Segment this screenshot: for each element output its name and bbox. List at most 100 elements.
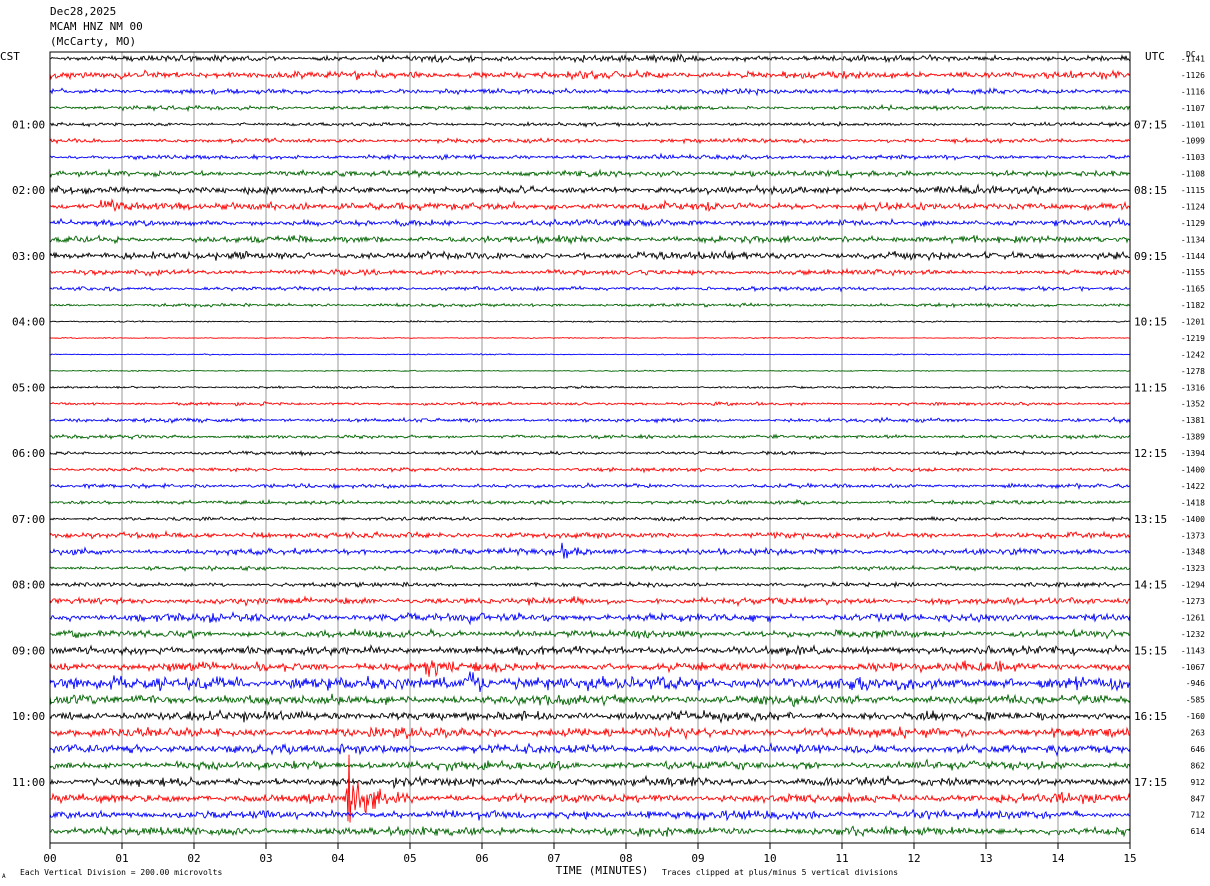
seismic-trace xyxy=(49,198,1131,213)
x-tick-label: 11 xyxy=(835,852,848,865)
date-label: Dec28,2025 xyxy=(50,5,117,18)
cst-hour-label: 08:00 xyxy=(12,579,45,592)
dc-offset-label: -1103 xyxy=(1181,153,1205,162)
dc-offset-label: -1155 xyxy=(1181,268,1205,277)
dc-offset-label: -1323 xyxy=(1181,564,1205,573)
x-tick-label: 03 xyxy=(259,852,272,865)
seismic-trace xyxy=(49,120,1131,128)
seismic-trace xyxy=(49,217,1131,228)
x-tick-label: 07 xyxy=(547,852,560,865)
x-tick-label: 10 xyxy=(763,852,776,865)
cst-axis: 01:00 02:00 03:00 04:00 05:00 06:00 07:00 08:00… xyxy=(12,118,45,789)
x-tick-label: 05 xyxy=(403,852,416,865)
dc-offset-label: -1381 xyxy=(1181,416,1205,425)
x-tick-label: 06 xyxy=(475,852,488,865)
dc-offset-label: -1143 xyxy=(1181,646,1205,655)
seismic-trace xyxy=(49,611,1131,626)
dc-offset-label: -1232 xyxy=(1181,630,1205,639)
cst-hour-label: 04:00 xyxy=(12,316,45,329)
seismic-trace xyxy=(49,301,1131,309)
dc-offset-label: 646 xyxy=(1191,745,1206,754)
dc-offset-label: -1165 xyxy=(1181,285,1205,294)
dc-offset-label: -1352 xyxy=(1181,400,1205,409)
dc-offset-label: -1201 xyxy=(1181,318,1205,327)
x-tick-label: 12 xyxy=(907,852,920,865)
location-label: (McCarty, MO) xyxy=(50,35,137,48)
utc-hour-label: 11:15 xyxy=(1134,381,1167,394)
cst-hour-label: 11:00 xyxy=(12,776,45,789)
x-tick-label: 04 xyxy=(331,852,345,865)
dc-offset-label: -1107 xyxy=(1181,104,1205,113)
dc-offset-label: 614 xyxy=(1191,827,1206,836)
dc-offset-label: -585 xyxy=(1186,696,1205,705)
seismic-trace xyxy=(49,103,1131,113)
seismic-trace xyxy=(49,234,1131,246)
dc-offset-label: -1182 xyxy=(1181,301,1205,310)
cst-hour-label: 02:00 xyxy=(12,184,45,197)
station-label: MCAM HNZ NM 00 xyxy=(50,20,143,33)
dc-offset-label: -1099 xyxy=(1181,137,1205,146)
dc-offset-label: -1134 xyxy=(1181,235,1205,244)
dc-offset-label: -160 xyxy=(1186,712,1205,721)
seismic-trace xyxy=(49,183,1131,196)
dc-offset-label: -1373 xyxy=(1181,531,1205,540)
dc-offset-label: -1400 xyxy=(1181,515,1205,524)
seismic-trace xyxy=(49,660,1131,678)
dc-offset-label: -1144 xyxy=(1181,252,1205,261)
dc-offset-label: 712 xyxy=(1191,811,1206,820)
dc-offset-label: -1116 xyxy=(1181,87,1205,96)
dc-offset-label: -1389 xyxy=(1181,433,1205,442)
seismic-trace xyxy=(49,742,1131,757)
seismic-trace xyxy=(49,498,1131,506)
seismic-trace xyxy=(49,774,1131,790)
dc-offset-label: -1394 xyxy=(1181,449,1205,458)
seismic-trace xyxy=(49,152,1131,161)
dc-offset-label: -1219 xyxy=(1181,334,1205,343)
seismic-trace xyxy=(49,754,1131,823)
seismic-trace xyxy=(49,595,1131,608)
cst-hour-label: 09:00 xyxy=(12,644,45,657)
dc-offset-label: -1126 xyxy=(1181,71,1205,80)
utc-hour-label: 07:15 xyxy=(1134,118,1167,131)
cst-hour-label: 06:00 xyxy=(12,447,45,460)
cst-axis-title: CST xyxy=(0,50,20,63)
x-tick-label: 08 xyxy=(619,852,632,865)
dc-offset-label: -1242 xyxy=(1181,350,1205,359)
seismic-trace xyxy=(49,369,1131,373)
dc-offset-label: -1278 xyxy=(1181,367,1205,376)
utc-hour-label: 14:15 xyxy=(1134,579,1167,592)
seismic-trace xyxy=(49,627,1131,640)
utc-hour-label: 15:15 xyxy=(1134,644,1167,657)
utc-axis-title: UTC xyxy=(1145,50,1165,63)
seismic-trace xyxy=(49,336,1131,340)
utc-axis: 07:15 08:15 09:15 10:15 11:15 12:15 13:15 14:15… xyxy=(1134,118,1167,789)
seismic-trace xyxy=(49,825,1131,838)
dc-offset-column: -1141 -1126 -1116 -1107 -1101 -1099 -1103 -1108… xyxy=(1181,55,1205,837)
seismic-trace xyxy=(49,693,1131,708)
utc-hour-label: 17:15 xyxy=(1134,776,1167,789)
x-tick-label: 01 xyxy=(115,852,128,865)
seismic-trace xyxy=(49,758,1131,773)
seismic-trace xyxy=(49,808,1131,822)
dc-offset-label: -1108 xyxy=(1181,170,1205,179)
seismic-trace xyxy=(49,319,1131,324)
seismic-trace xyxy=(49,433,1131,441)
seismic-trace xyxy=(49,416,1131,425)
x-tick-label: 00 xyxy=(43,852,56,865)
x-tick-label: 02 xyxy=(187,852,200,865)
dc-offset-label: -1418 xyxy=(1181,498,1205,507)
dc-offset-label: -1273 xyxy=(1181,597,1205,606)
seismic-trace xyxy=(49,400,1131,407)
dc-offset-label: -1124 xyxy=(1181,202,1205,211)
dc-offset-label: 912 xyxy=(1191,778,1206,787)
seismic-trace xyxy=(49,542,1131,559)
x-axis-label: TIME (MINUTES) xyxy=(556,864,649,877)
utc-hour-label: 09:15 xyxy=(1134,250,1167,263)
utc-hour-label: 08:15 xyxy=(1134,184,1167,197)
utc-hour-label: 16:15 xyxy=(1134,710,1167,723)
seismic-trace xyxy=(49,726,1131,741)
dc-offset-label: -946 xyxy=(1186,679,1205,688)
dc-offset-label: -1101 xyxy=(1181,120,1205,129)
utc-hour-label: 10:15 xyxy=(1134,316,1167,329)
